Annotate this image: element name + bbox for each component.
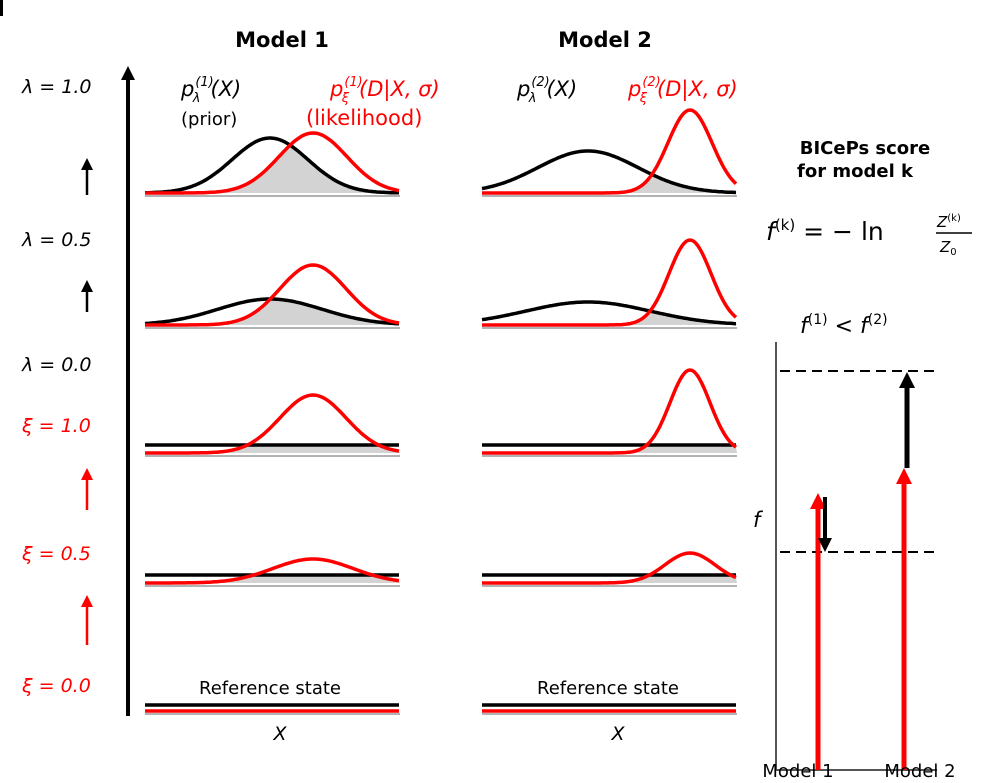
model2-header: Model 2: [558, 28, 652, 52]
score-comparison: f(1) < f(2): [800, 312, 888, 339]
f-axis-label: f: [753, 508, 764, 532]
svg-text:p(2)ξ(D|X, σ): p(2) ξ (D|X, σ): [627, 75, 738, 106]
lambda-up-arrow-1-head: [81, 158, 93, 170]
likelihood-curve: [145, 393, 400, 455]
arrows: [81, 66, 937, 771]
lambda-up-arrow-2-head: [81, 280, 93, 292]
reference-state-m1: Reference state: [199, 678, 341, 699]
svg-text:f(k) = − ln: f(k) = − ln: [766, 216, 884, 246]
svg-text:Z0: Z0: [939, 238, 957, 258]
model2-red-arrow-head: [896, 468, 912, 484]
score-x-label-model2: Model 2: [884, 761, 955, 782]
svg-text:(prior): (prior): [181, 109, 237, 130]
likelihood-curve: [482, 368, 738, 455]
x-axis-label-m2: X: [610, 723, 625, 745]
lambda-1-label: λ = 1.0: [21, 76, 91, 98]
overlap-area: [482, 445, 737, 453]
overlap-area: [482, 174, 737, 193]
svg-text:Z(k): Z(k): [936, 213, 961, 231]
likelihood-curve: [145, 263, 400, 327]
lambda-xi-axis-arrow-head: [121, 66, 135, 80]
overlap-area: [145, 575, 400, 583]
prior-curve: [481, 149, 737, 195]
svg-text:p(1)ξ(D|X, σ): p(1) ξ (D|X, σ): [329, 75, 440, 106]
score-title-1: BICePs score: [800, 138, 931, 159]
svg-text:p(1)λ(X): p(1) λ (X): [180, 75, 241, 106]
likelihood-m2-label: p(2) ξ (D|X, σ): [627, 75, 738, 106]
xi-05-label: ξ = 0.5: [21, 543, 91, 565]
xi-1-label: ξ = 1.0: [21, 415, 91, 437]
xi-0-label: ξ = 0.0: [21, 675, 91, 697]
likelihood-curve: [145, 131, 400, 195]
prior-curve: [144, 136, 399, 195]
likelihood-m1-label: p(1) ξ (D|X, σ) (likelihood): [306, 75, 440, 130]
svg-text:p(2)λ(X): p(2) λ (X): [516, 75, 577, 106]
likelihood-curve: [482, 238, 738, 327]
lambda-05-label: λ = 0.5: [21, 229, 91, 251]
svg-text:f(1) < f(2): f(1) < f(2): [800, 312, 888, 339]
model1-red-arrow-head: [810, 493, 826, 509]
overlap-area: [145, 445, 400, 453]
model2-up-arrow-head: [899, 372, 915, 388]
overlap-area: [482, 311, 737, 325]
lambda-0-label: λ = 0.0: [21, 354, 91, 376]
score-title-2: for model k: [797, 161, 914, 182]
corner-mark: [0, 0, 3, 16]
likelihood-curve: [482, 108, 738, 195]
likelihood-curve: [145, 557, 400, 585]
xi-up-arrow-1-head: [81, 468, 93, 480]
score-formula: f(k) = − ln Z(k) Z0: [766, 213, 972, 258]
overlap-area: [145, 299, 400, 325]
overlap-area: [482, 575, 737, 583]
xi-up-arrow-2-head: [81, 595, 93, 607]
model1-down-arrow-head: [818, 538, 832, 552]
prior-curve: [481, 300, 737, 326]
prior-m1-label: p(1) λ (X) (prior): [180, 75, 241, 130]
likelihood-curve: [482, 551, 737, 585]
reference-state-m2: Reference state: [537, 678, 679, 699]
x-axis-label-m1: X: [272, 723, 287, 745]
distribution-panels: [144, 108, 738, 715]
prior-m2-label: p(2) λ (X): [516, 75, 577, 106]
model1-header: Model 1: [235, 28, 329, 52]
svg-text:(likelihood): (likelihood): [306, 106, 422, 130]
score-x-label-model1: Model 1: [762, 761, 833, 782]
